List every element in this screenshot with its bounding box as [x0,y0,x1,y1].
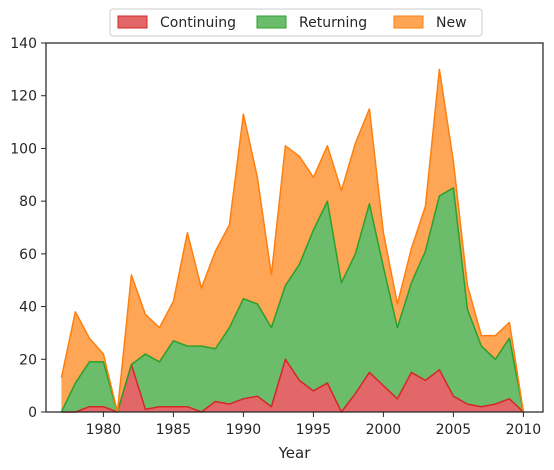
x-tick-label: 2000 [366,422,402,438]
y-tick-label: 140 [10,36,37,52]
area-new [61,69,524,412]
y-tick-label: 80 [19,194,37,210]
legend-label-returning: Returning [299,15,367,31]
x-tick-label: 1985 [156,422,192,438]
series-lines [60,68,525,413]
line-returning [60,187,525,413]
x-tick-label: 2005 [436,422,472,438]
area-continuing [61,359,524,412]
x-tick-label: 1990 [226,422,262,438]
x-tick-label: 2010 [506,422,542,438]
legend-swatch-continuing [117,15,148,29]
legend-swatch-new [393,15,424,29]
y-tick-label: 0 [28,405,37,421]
x-tick-label: 1980 [86,422,122,438]
y-tick-label: 60 [19,247,37,263]
y-tick-label: 100 [10,141,37,157]
legend-swatch-returning [256,15,287,29]
line-new [60,68,525,413]
y-tick-label: 20 [19,352,37,368]
y-tick-label: 120 [10,89,37,105]
series-areas [61,69,524,412]
legend: Continuing Returning New [109,8,483,37]
area-returning [61,187,524,412]
y-axis-ticks: 0 20 40 60 80 100 120 140 [10,36,46,421]
legend-label-new: New [436,15,467,31]
line-continuing [61,358,524,413]
plot-frame [45,42,544,413]
legend-label-continuing: Continuing [160,15,236,31]
x-axis-label: Year [278,444,312,462]
legend-box [109,8,483,37]
x-axis-ticks: 1980 1985 1990 1995 2000 2005 2010 [86,412,542,438]
x-tick-label: 1995 [296,422,332,438]
y-tick-label: 40 [19,300,37,316]
